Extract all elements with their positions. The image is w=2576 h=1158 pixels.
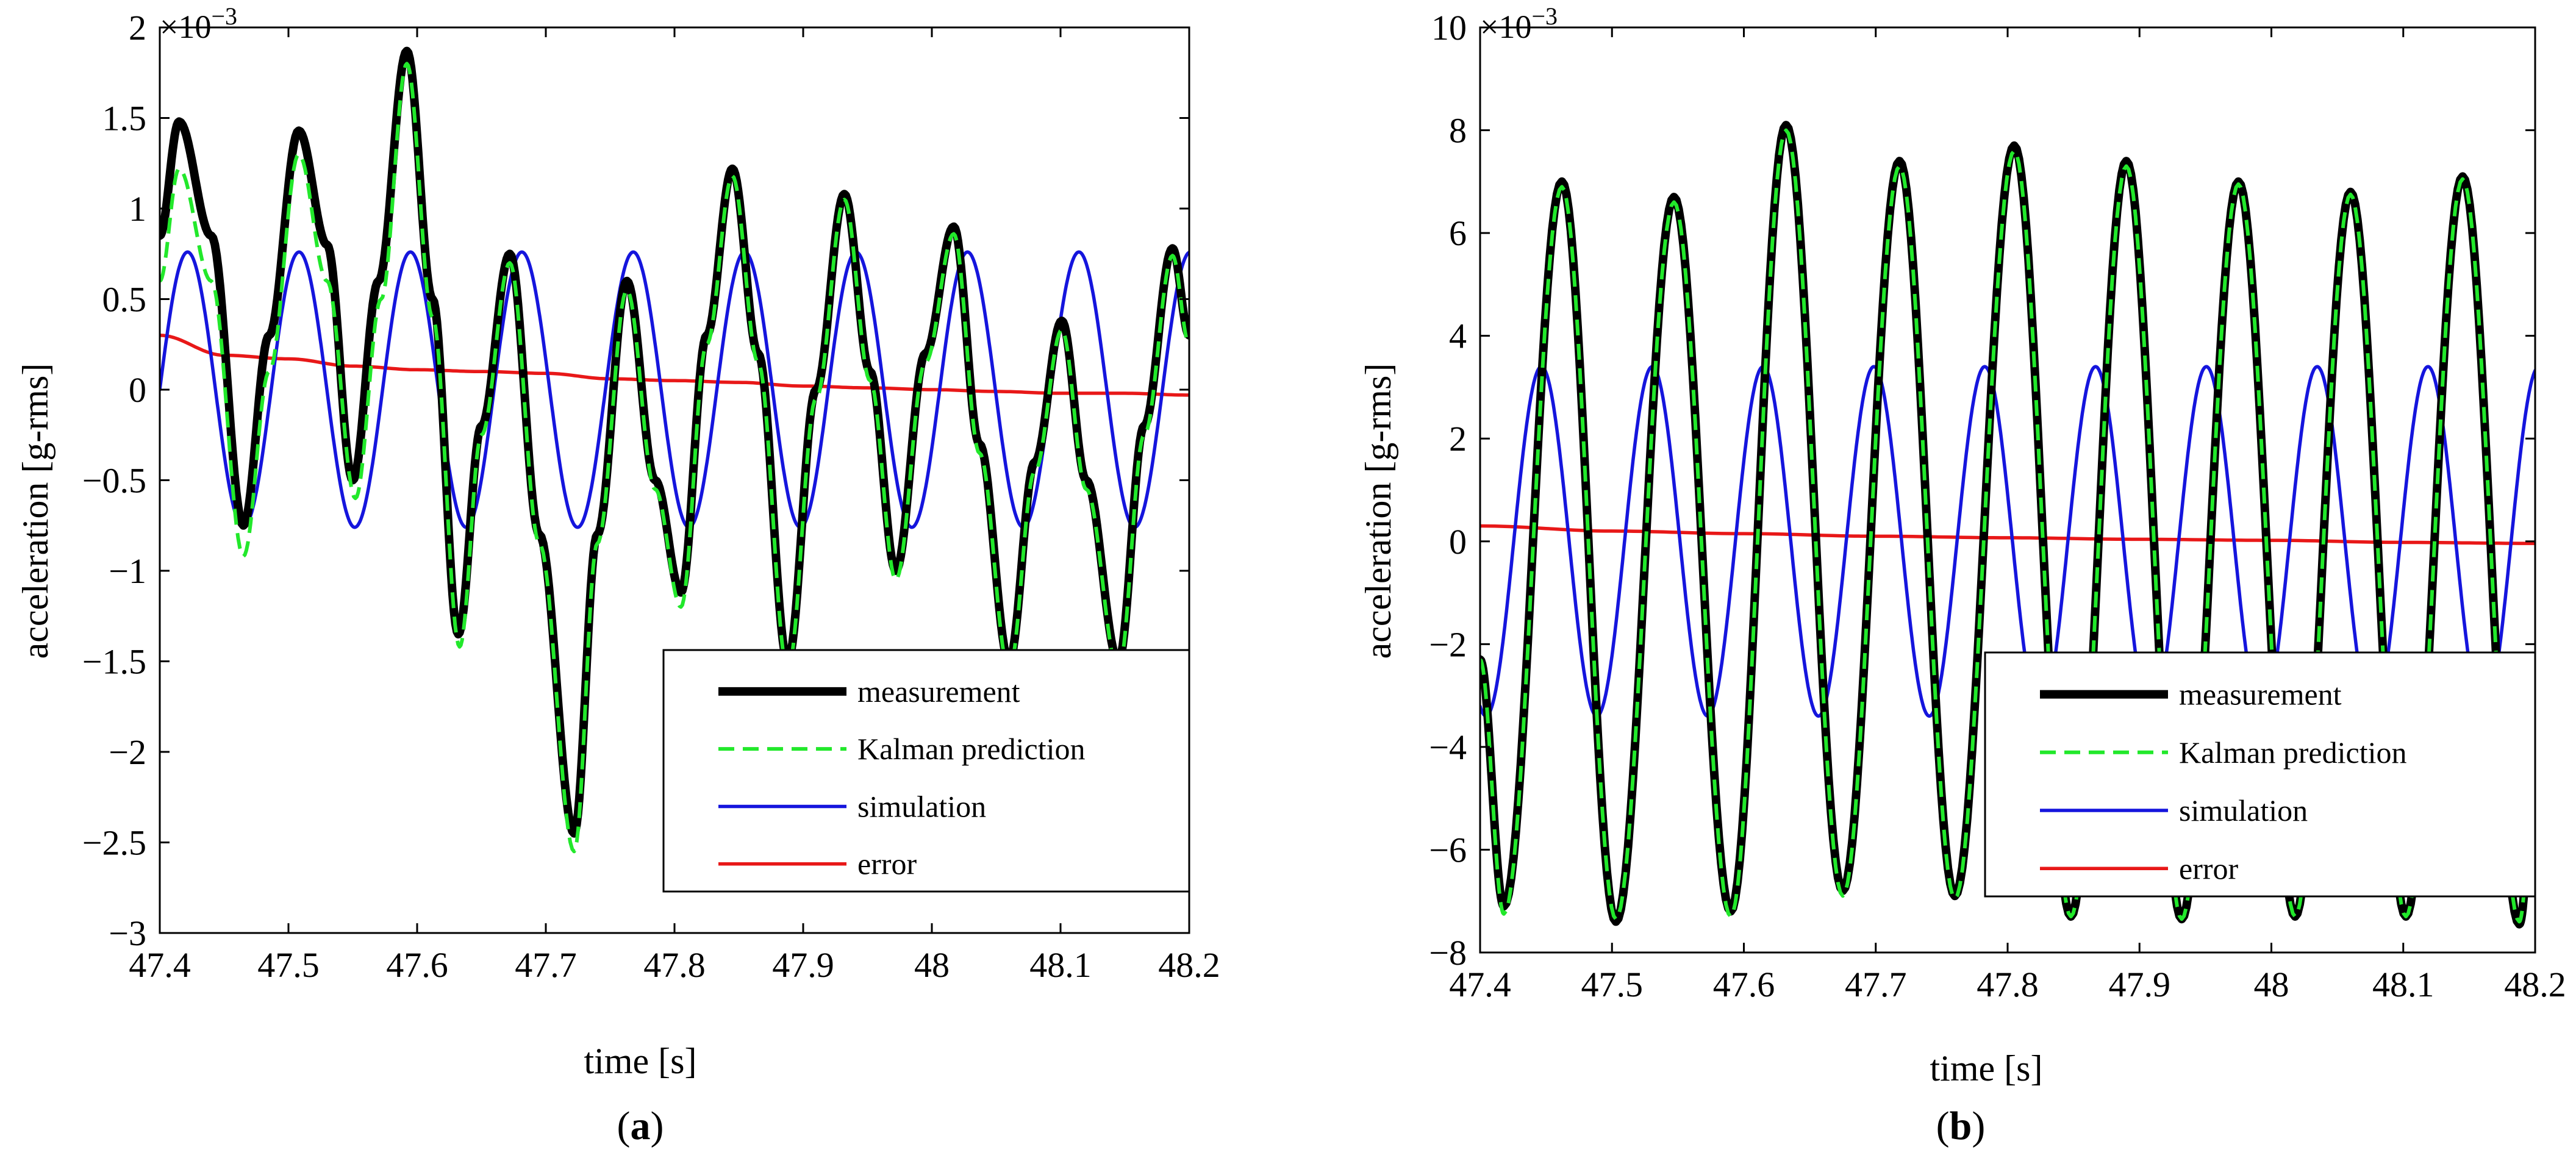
x-axis-title: time [s]	[584, 1041, 697, 1081]
series-line-simulation	[160, 250, 1189, 529]
series-line-kalman-prediction	[1480, 128, 2535, 924]
y-tick-label: 1.5	[102, 99, 147, 138]
chart-panel-a: 47.4 47.5 47.6 47.7 47.8 47.9 48 48.1 48.2 −3 −2.5…	[15, 2, 1220, 1148]
legend-label: Kalman prediction	[857, 732, 1086, 766]
x-tick-label: 47.6	[386, 945, 448, 985]
x-tick-label: 47.7	[515, 945, 577, 985]
x-tick-label: 47.5	[257, 945, 320, 985]
legend: measurement Kalman prediction simulation er…	[1984, 651, 2536, 898]
x-tick-label: 47.9	[772, 945, 834, 985]
legend-label: measurement	[2179, 677, 2342, 712]
x-tick-label: 47.8	[1977, 965, 2039, 1004]
x-tick-label: 47.8	[643, 945, 706, 985]
exponent-base: ×10	[160, 9, 211, 45]
y-tick-label: 10	[1431, 8, 1467, 48]
y-axis-exponent: ×10−3	[1480, 2, 1558, 45]
y-tick-label: −2.5	[82, 823, 146, 863]
y-tick-label: −3	[109, 913, 146, 953]
y-axis-exponent: ×10−3	[160, 2, 237, 45]
series-line-error	[160, 334, 1189, 397]
y-tick-label: 8	[1449, 111, 1467, 151]
x-tick-label: 47.4	[1449, 965, 1511, 1004]
y-tick-label: 0.5	[102, 280, 147, 320]
x-tick-label: 47.4	[129, 945, 191, 985]
y-tick-label: 1	[129, 189, 146, 229]
x-tick-label: 47.7	[1845, 965, 1907, 1004]
y-tick-label: 0	[1449, 522, 1467, 562]
exponent-power: −3	[1531, 2, 1558, 30]
y-axis-title: acceleration [g-rms]	[1358, 363, 1398, 659]
y-tick-label: −6	[1429, 830, 1467, 870]
x-tick-label: 48	[914, 945, 950, 985]
legend-label: error	[2179, 851, 2238, 885]
y-tick-label: −2	[109, 732, 146, 772]
y-tick-label: −2	[1429, 624, 1467, 664]
y-tick-label: 0	[129, 370, 146, 410]
y-tick-label: −1.5	[82, 642, 146, 682]
legend-label: error	[857, 847, 917, 881]
x-tick-label: 48.2	[2504, 965, 2566, 1004]
legend-label: simulation	[857, 789, 986, 823]
panel-label-a: (a)	[617, 1104, 664, 1148]
series-line-error	[1480, 524, 2535, 545]
y-tick-label: 4	[1449, 316, 1467, 356]
legend: measurement Kalman prediction simulation er…	[662, 649, 1190, 893]
y-tick-label: 2	[1449, 419, 1467, 459]
panel-label-b: (b)	[1936, 1104, 1986, 1148]
legend-label: measurement	[857, 674, 1020, 709]
x-tick-label: 47.6	[1713, 965, 1775, 1004]
series-group	[160, 46, 1189, 854]
series-line-kalman-prediction	[160, 62, 1189, 854]
exponent-power: −3	[211, 2, 237, 30]
legend-label: simulation	[2179, 793, 2308, 827]
chart-panel-b: 47.4 47.5 47.6 47.7 47.8 47.9 48 48.1 48.2−8−6−4…	[1358, 2, 2566, 1148]
legend-label: Kalman prediction	[2179, 735, 2407, 770]
y-axis-title: acceleration [g-rms]	[15, 363, 55, 659]
y-tick-label: −8	[1429, 933, 1467, 973]
exponent-base: ×10	[1480, 9, 1531, 45]
y-tick-label: −0.5	[82, 461, 146, 501]
y-tick-label: 6	[1449, 213, 1467, 253]
y-tick-label: 2	[129, 8, 146, 48]
panel-label-letter: a	[631, 1104, 651, 1148]
x-tick-label: 48.1	[1029, 945, 1092, 985]
x-tick-label: 48.1	[2372, 965, 2435, 1004]
x-axis-title: time [s]	[1930, 1048, 2043, 1088]
x-tick-label: 47.9	[2109, 965, 2171, 1004]
y-tick-label: −1	[109, 551, 146, 591]
y-tick-label: −4	[1429, 727, 1467, 767]
x-tick-label: 48.2	[1158, 945, 1220, 985]
x-tick-label: 48	[2254, 965, 2289, 1004]
x-tick-label: 47.5	[1581, 965, 1644, 1004]
panel-label-letter: b	[1950, 1104, 1972, 1148]
